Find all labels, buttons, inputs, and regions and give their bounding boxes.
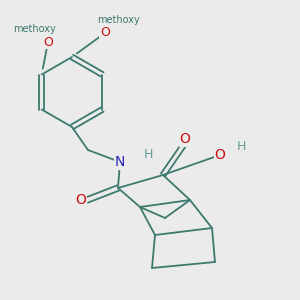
Text: O: O — [43, 35, 53, 49]
Text: methoxy: methoxy — [13, 24, 56, 34]
Text: H: H — [236, 140, 246, 154]
Text: methoxy: methoxy — [98, 15, 140, 25]
Text: H: H — [143, 148, 153, 161]
Text: O: O — [214, 148, 225, 162]
Text: O: O — [180, 132, 190, 146]
Text: O: O — [100, 26, 110, 40]
Text: N: N — [115, 155, 125, 169]
Text: O: O — [76, 193, 86, 207]
